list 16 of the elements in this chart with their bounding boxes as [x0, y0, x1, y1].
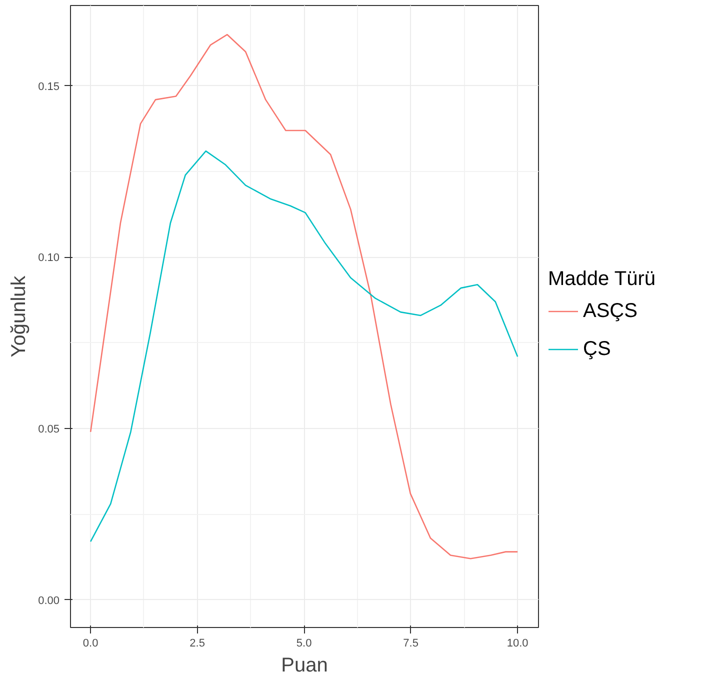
- x-axis-title: Puan: [281, 654, 328, 676]
- y-axis-title: Yoğunluk: [8, 274, 30, 358]
- y-tick-label: 0.00: [38, 594, 60, 607]
- legend-label: ÇS: [583, 338, 611, 360]
- line-series: [90, 34, 518, 560]
- y-tick-label: 0.05: [38, 424, 60, 436]
- y-tick-label: 0.10: [38, 252, 60, 264]
- legend-title: Madde Türü: [548, 268, 656, 291]
- legend-label: ASÇS: [583, 300, 638, 322]
- x-tick-label: 7.5: [403, 638, 418, 650]
- line-series: [90, 150, 518, 542]
- x-tick-label: 2.5: [190, 638, 205, 650]
- y-tick-label: 0.15: [38, 80, 60, 93]
- x-tick-label: 10.0: [506, 638, 528, 650]
- x-tick-label: 5.0: [296, 638, 312, 650]
- x-tick-label: 0.0: [82, 638, 98, 650]
